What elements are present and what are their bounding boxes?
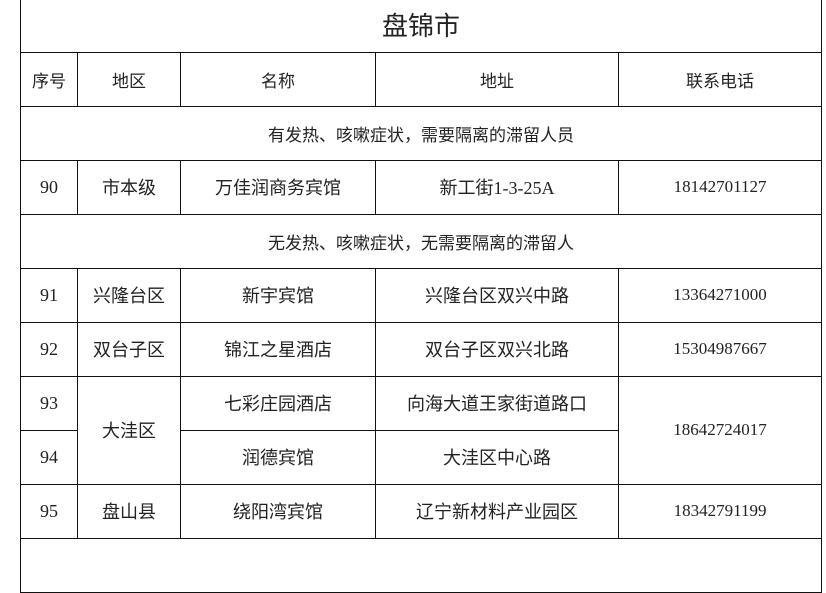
- cell-name: 绕阳湾宾馆: [180, 483, 376, 539]
- cell-address: 兴隆台区双兴中路: [375, 267, 619, 323]
- cell-name: 七彩庄园酒店: [180, 375, 376, 431]
- cell-address: 大洼区中心路: [375, 429, 619, 485]
- cell-no: 95: [20, 483, 78, 539]
- cell-name: 万佳润商务宾馆: [180, 159, 376, 215]
- hotel-table: 盘锦市 序号 地区 名称 地址 联系电话 有发热、咳嗽症状，需要隔离的滞留人员 …: [19, 0, 823, 593]
- cell-name: 新宇宾馆: [180, 267, 376, 323]
- section-heading: 有发热、咳嗽症状，需要隔离的滞留人员: [19, 105, 823, 161]
- table-row: 94 润德宾馆 大洼区中心路: [20, 429, 822, 485]
- cell-phone: 18342791199: [617, 483, 823, 539]
- cell-address: 双台子区双兴北路: [375, 321, 619, 377]
- cell-no: 92: [20, 321, 78, 377]
- cell-address: 新工街1-3-25A: [375, 159, 619, 215]
- cell-area: 市本级: [77, 159, 181, 215]
- table-row: 90 市本级 万佳润商务宾馆 新工街1-3-25A 18142701127: [20, 159, 823, 215]
- cell-phone: 18642724017: [617, 375, 823, 485]
- cell-no: 91: [20, 267, 78, 323]
- table-title: 盘锦市: [19, 0, 823, 53]
- cell-address: 向海大道王家街道路口: [375, 375, 619, 431]
- cell-no: 93: [20, 375, 78, 431]
- table-row: 93 大洼区 七彩庄园酒店 向海大道王家街道路口 18642724017: [20, 375, 823, 485]
- cell-no: 90: [20, 159, 78, 215]
- header-name: 名称: [180, 51, 376, 107]
- cell-name: 锦江之星酒店: [180, 321, 376, 377]
- header-address: 地址: [375, 51, 619, 107]
- section-heading: 无发热、咳嗽症状，无需要隔离的滞留人: [19, 213, 823, 269]
- cell-area: 大洼区: [77, 375, 181, 485]
- cell-phone: 15304987667: [617, 321, 823, 377]
- cell-phone: 18142701127: [617, 159, 823, 215]
- header-phone: 联系电话: [617, 51, 823, 107]
- table-row: 91 兴隆台区 新宇宾馆 兴隆台区双兴中路 13364271000: [20, 267, 823, 323]
- next-row-partial: [19, 537, 823, 593]
- cell-no: 94: [20, 429, 78, 485]
- cell-area: 盘山县: [77, 483, 181, 539]
- cell-phone: 13364271000: [617, 267, 823, 323]
- cell-name: 润德宾馆: [180, 429, 376, 485]
- cell-area: 双台子区: [77, 321, 181, 377]
- cell-area: 兴隆台区: [77, 267, 181, 323]
- header-row: 序号 地区 名称 地址 联系电话: [20, 51, 823, 107]
- table-row: 92 双台子区 锦江之星酒店 双台子区双兴北路 15304987667: [20, 321, 823, 377]
- table-row: 95 盘山县 绕阳湾宾馆 辽宁新材料产业园区 18342791199: [20, 483, 823, 539]
- cell-address: 辽宁新材料产业园区: [375, 483, 619, 539]
- header-no: 序号: [20, 51, 78, 107]
- header-area: 地区: [77, 51, 181, 107]
